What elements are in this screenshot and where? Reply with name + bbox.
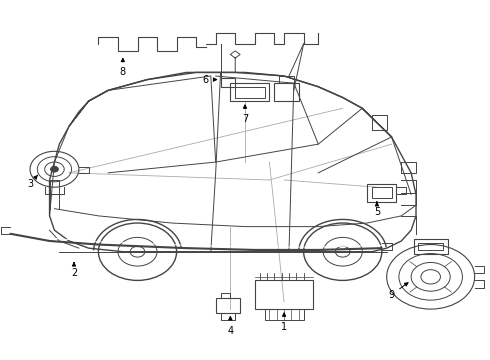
Text: 1: 1 [281, 313, 287, 332]
Bar [235, 87, 265, 98]
Text: 9: 9 [389, 283, 408, 300]
Bar [220, 313, 235, 320]
Circle shape [50, 166, 58, 172]
Bar [372, 187, 392, 198]
Bar [418, 243, 443, 250]
Bar [274, 83, 299, 101]
Bar [367, 184, 396, 202]
Bar [414, 239, 448, 253]
Bar [255, 280, 314, 309]
Text: 5: 5 [374, 202, 380, 217]
Text: 4: 4 [227, 316, 233, 336]
Text: 7: 7 [242, 105, 248, 124]
Bar [230, 83, 270, 101]
Text: 3: 3 [27, 175, 38, 189]
Bar [220, 78, 235, 87]
Bar [216, 298, 240, 313]
Text: 2: 2 [71, 262, 77, 278]
Text: 8: 8 [120, 58, 126, 77]
Text: 6: 6 [203, 75, 217, 85]
Bar [265, 309, 304, 320]
